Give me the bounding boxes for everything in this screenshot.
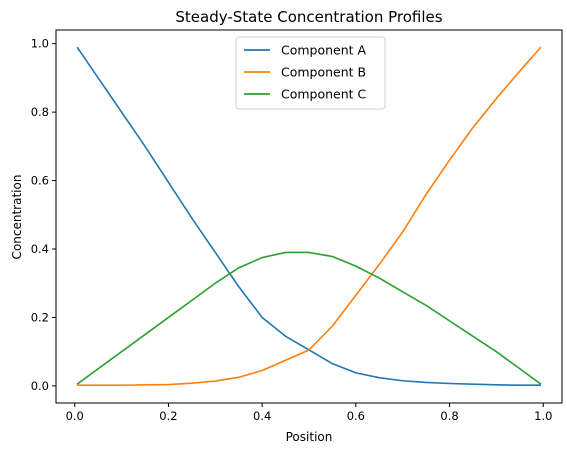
chart-title: Steady-State Concentration Profiles (175, 8, 442, 26)
series-line-component-c (76, 251, 542, 385)
y-axis-label: Concentration (10, 175, 24, 260)
y-tick-label: 0.2 (31, 310, 49, 324)
legend-label: Component A (281, 43, 367, 58)
y-tick-label: 1.0 (31, 37, 49, 51)
y-tick-label: 0.8 (31, 105, 49, 119)
legend-label: Component B (281, 65, 366, 80)
plot-area (76, 46, 542, 387)
y-tick-label: 0.6 (31, 174, 49, 188)
x-tick-label: 0.2 (159, 409, 177, 423)
x-tick-label: 1.0 (534, 409, 552, 423)
series-line-component-b (77, 46, 542, 387)
x-tick-label: 0.6 (347, 409, 365, 423)
y-tick-label: 0.4 (31, 242, 49, 256)
x-tick-label: 0.8 (440, 409, 458, 423)
y-tick-label: 0.0 (31, 379, 49, 393)
legend-label: Component C (281, 87, 367, 102)
x-axis-label: Position (286, 430, 333, 444)
x-tick-label: 0.4 (253, 409, 271, 423)
x-tick-label: 0.0 (66, 409, 84, 423)
legend-box (235, 36, 386, 110)
y-axis-ticks: 0.0 0.2 0.4 0.6 0.8 1.0 (31, 37, 56, 393)
legend: Component A Component B Component C (235, 36, 386, 110)
x-axis-ticks: 0.0 0.2 0.4 0.6 0.8 1.0 (66, 403, 552, 423)
plot-frame (55, 29, 563, 404)
